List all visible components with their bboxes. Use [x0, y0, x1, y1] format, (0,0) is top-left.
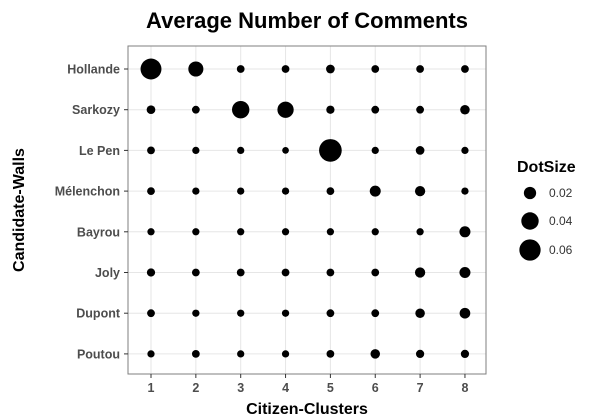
legend-dot: [519, 239, 541, 261]
data-dot: [326, 350, 335, 358]
legend: DotSize 0.02 0.04 0.06: [517, 159, 576, 261]
x-axis-title: Citizen-Clusters: [246, 401, 368, 418]
data-dot: [237, 187, 245, 195]
x-axis: 1 2 3 4 5 6 7 8: [148, 374, 468, 395]
data-dot: [191, 105, 200, 114]
x-tick-label: 1: [148, 381, 155, 395]
x-tick-label: 7: [417, 381, 424, 395]
dots-layer: [140, 58, 471, 359]
y-tick-label: Hollande: [67, 63, 120, 77]
data-dot: [192, 309, 200, 317]
y-tick-label: Dupont: [76, 307, 121, 321]
data-dot: [415, 349, 425, 359]
x-tick-label: 4: [282, 381, 289, 395]
data-dot: [237, 309, 245, 317]
data-dot: [192, 146, 200, 155]
data-dot: [415, 308, 425, 318]
data-dot: [459, 307, 471, 319]
data-dot: [371, 146, 379, 155]
data-dot: [281, 268, 290, 277]
y-tick-label: Le Pen: [79, 144, 120, 158]
data-dot: [415, 146, 425, 155]
legend-label: 0.06: [549, 243, 573, 257]
data-dot: [371, 105, 380, 114]
data-dot: [146, 105, 156, 115]
legend-label: 0.02: [549, 186, 573, 200]
data-dot: [326, 228, 335, 236]
data-dot: [281, 228, 290, 236]
data-dot: [460, 349, 470, 359]
data-dot: [281, 65, 290, 73]
x-tick-label: 5: [327, 381, 334, 395]
data-dot: [191, 268, 200, 277]
data-dot: [459, 226, 471, 238]
legend-label: 0.04: [549, 214, 573, 228]
data-dot: [369, 185, 381, 197]
data-dot: [326, 268, 335, 277]
data-dot: [326, 309, 335, 318]
legend-dot: [521, 212, 539, 230]
x-tick-label: 3: [237, 381, 244, 395]
data-dot: [326, 187, 335, 195]
data-dot: [326, 105, 335, 114]
data-dot: [281, 187, 290, 195]
data-dot: [232, 101, 250, 119]
y-axis: Hollande Sarkozy Le Pen Mélenchon Bayrou Joly…: [55, 63, 128, 361]
y-tick-label: Poutou: [77, 347, 120, 361]
x-tick-label: 6: [372, 381, 379, 395]
data-dot: [192, 228, 200, 236]
data-dot: [326, 64, 335, 74]
data-dot: [277, 101, 294, 118]
legend-dot: [523, 186, 537, 200]
data-dot: [147, 350, 155, 358]
y-axis-title: Candidate-Walls: [11, 148, 28, 272]
data-dot: [147, 228, 155, 236]
y-tick-label: Mélenchon: [55, 185, 120, 199]
chart-title: Average Number of Comments: [146, 8, 468, 33]
data-dot: [414, 185, 426, 197]
data-dot: [371, 228, 379, 236]
data-dot: [416, 65, 424, 73]
data-dot: [416, 228, 424, 236]
data-dot: [147, 309, 155, 318]
data-dot: [191, 350, 200, 358]
data-dot: [319, 139, 342, 162]
x-tick-label: 2: [192, 381, 199, 395]
data-dot: [236, 268, 245, 277]
data-dot: [461, 187, 469, 195]
data-dot: [237, 350, 245, 358]
data-dot: [461, 146, 469, 155]
data-dot: [461, 65, 469, 73]
data-dot: [459, 267, 471, 278]
data-dot: [147, 146, 155, 155]
data-dot: [236, 65, 245, 73]
data-dot: [237, 146, 245, 155]
data-dot: [281, 309, 290, 317]
data-dot: [188, 61, 204, 77]
data-dot: [371, 65, 380, 73]
x-tick-label: 8: [461, 381, 468, 395]
data-dot: [192, 187, 200, 195]
data-dot: [147, 187, 155, 195]
data-dot: [370, 349, 381, 359]
data-dot: [281, 350, 290, 358]
data-dot: [140, 58, 162, 80]
y-tick-label: Bayrou: [77, 225, 120, 239]
y-tick-label: Joly: [95, 266, 120, 280]
y-tick-label: Sarkozy: [72, 103, 120, 117]
data-dot: [146, 268, 156, 277]
data-dot: [371, 268, 380, 277]
grid-lines: [128, 46, 486, 374]
data-dot: [414, 267, 426, 278]
data-dot: [416, 105, 424, 114]
data-dot: [371, 309, 380, 318]
data-dot: [282, 147, 289, 154]
legend-title: DotSize: [517, 159, 576, 176]
data-dot: [460, 104, 470, 115]
plot-panel: [127, 45, 487, 375]
data-dot: [237, 228, 245, 236]
